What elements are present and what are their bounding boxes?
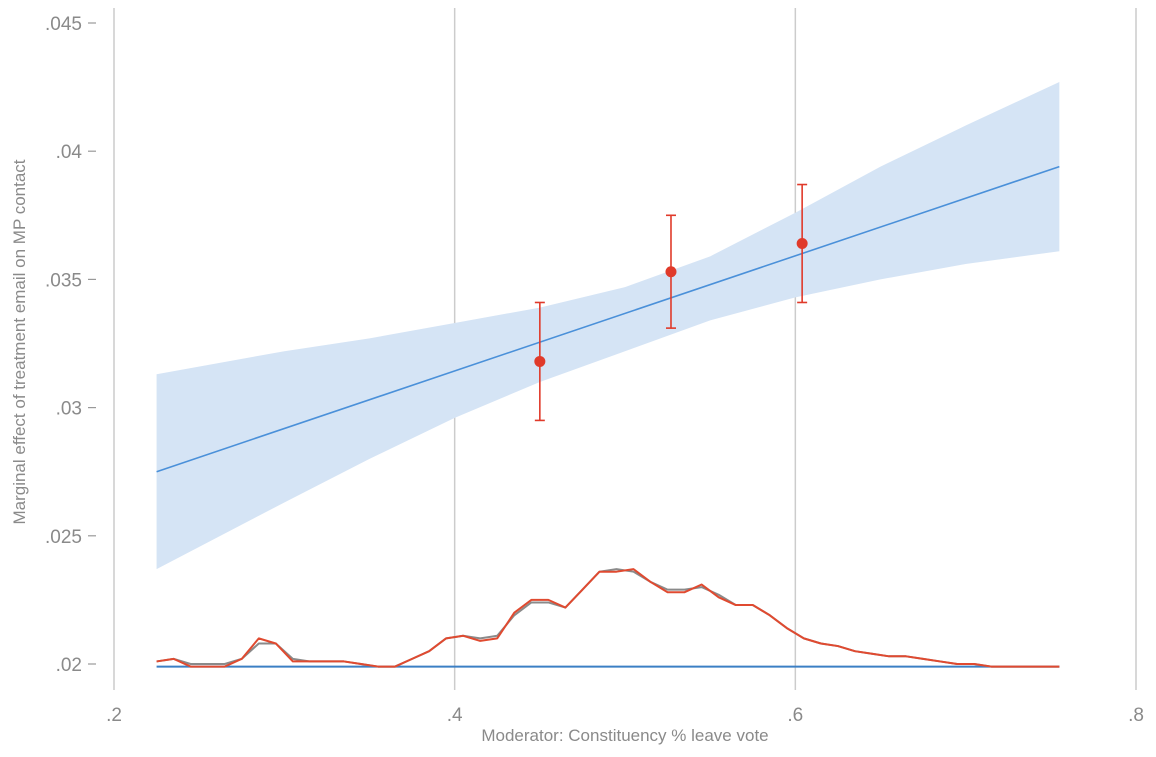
- bin-estimate-point-1: [665, 266, 677, 278]
- grid-layer: [113, 8, 1137, 690]
- y-tick-label-3: .035: [45, 270, 82, 291]
- axis-layer: .02 .025 .03 .035 .04 .045 .2 .4 .6 .8: [45, 14, 1144, 726]
- fitted-line-layer: [156, 165, 1060, 473]
- y-axis-title: Marginal effect of treatment email on MP…: [10, 159, 29, 524]
- bin-estimate-point-0: [534, 355, 546, 367]
- bin-estimates-layer: [534, 183, 808, 422]
- x-tick-label-1: .4: [447, 705, 463, 726]
- x-tick-label-2: .6: [787, 705, 803, 726]
- density-curve-gray: [156, 568, 1060, 668]
- y-tick-label-1: .025: [45, 527, 82, 548]
- density-layer: [156, 568, 1060, 668]
- fitted-line: [156, 165, 1060, 473]
- x-tick-label-3: .8: [1128, 705, 1144, 726]
- x-tick-label-0: .2: [106, 705, 122, 726]
- y-tick-label-5: .045: [45, 14, 82, 35]
- density-curve-red: [156, 568, 1060, 668]
- bin-estimate-point-2: [796, 238, 808, 250]
- y-tick-label-2: .03: [56, 399, 82, 420]
- confidence-band: [156, 81, 1060, 570]
- confidence-band-layer: [156, 81, 1060, 570]
- y-tick-label-0: .02: [56, 655, 82, 676]
- x-axis-title: Moderator: Constituency % leave vote: [481, 726, 768, 745]
- y-tick-label-4: .04: [56, 142, 83, 163]
